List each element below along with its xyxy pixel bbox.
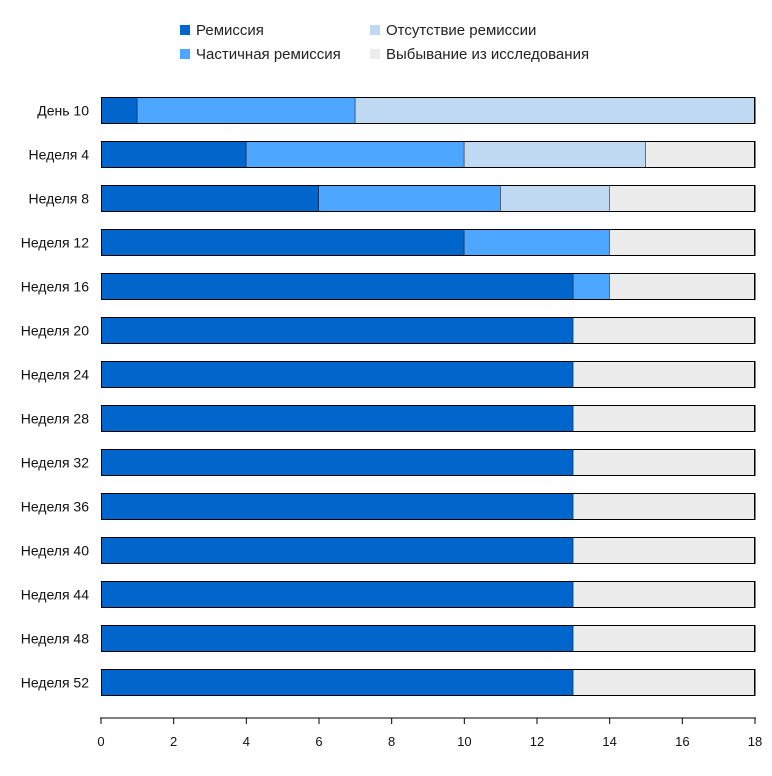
legend-swatch [370, 49, 380, 59]
category-label: День 10 [37, 103, 89, 119]
bar-segment [355, 97, 755, 124]
bar-outline [101, 185, 755, 212]
category-label: Неделя 24 [21, 367, 90, 383]
bars [101, 97, 756, 696]
bar-segment [464, 229, 610, 256]
bar-segment [101, 493, 574, 520]
bar-outline [101, 449, 755, 476]
x-tick-label: 0 [97, 734, 104, 749]
category-labels: День 10 Неделя 4 Неделя 8 Неделя 12 Неделя 1… [21, 103, 90, 691]
x-tick-label: 14 [602, 734, 616, 749]
x-tick-label: 12 [530, 734, 544, 749]
x-tick-label: 16 [675, 734, 689, 749]
bar-segment [573, 273, 610, 300]
bar-outline [101, 493, 755, 520]
category-label: Неделя 4 [28, 147, 89, 163]
category-label: Неделя 40 [21, 543, 90, 559]
bar-segment [101, 97, 138, 124]
bar-segment [137, 97, 356, 124]
bar-segment [101, 625, 574, 652]
bar-segment [319, 185, 501, 212]
bar-segment [573, 581, 755, 608]
legend-swatch [180, 25, 190, 35]
legend-label: Частичная ремиссия [196, 46, 341, 63]
x-tick-label: 6 [315, 734, 322, 749]
category-label: Неделя 52 [21, 675, 90, 691]
bar-outline [101, 229, 755, 256]
bar-segment [246, 141, 465, 168]
bar-segment [573, 669, 755, 696]
x-tick-label: 8 [388, 734, 395, 749]
category-label: Неделя 36 [21, 499, 90, 515]
bar-outline [101, 537, 755, 564]
bar-outline [101, 273, 755, 300]
bar-segment [573, 361, 755, 388]
bar-segment [101, 229, 465, 256]
bar-segment [101, 449, 574, 476]
x-tick-label: 18 [748, 734, 762, 749]
bar-segment [609, 229, 755, 256]
x-tick-label: 4 [243, 734, 250, 749]
bar-segment [646, 141, 755, 168]
legend-swatch [180, 49, 190, 59]
category-label: Неделя 48 [21, 631, 90, 647]
bar-segment [573, 405, 755, 432]
category-label: Неделя 12 [21, 235, 90, 251]
bar-outline [101, 317, 755, 344]
bar-segment [101, 185, 319, 212]
legend: Ремиссия Отсутствие ремиссии Частичная рем… [180, 22, 589, 63]
bar-segment [101, 537, 574, 564]
category-label: Неделя 28 [21, 411, 90, 427]
bar-segment [101, 361, 574, 388]
category-label: Неделя 8 [28, 191, 89, 207]
legend-swatch [370, 25, 380, 35]
bar-segment [573, 625, 755, 652]
bar-outline [101, 361, 755, 388]
legend-label: Ремиссия [196, 22, 264, 39]
legend-label: Выбывание из исследования [386, 46, 589, 63]
bar-segment [464, 141, 646, 168]
bar-segment [573, 537, 755, 564]
bar-outline [101, 625, 755, 652]
bar-outline [101, 669, 755, 696]
bar-outline [101, 97, 755, 124]
category-label: Неделя 16 [21, 279, 90, 295]
bar-outline [101, 141, 755, 168]
bar-segment [101, 405, 574, 432]
category-label: Неделя 32 [21, 455, 90, 471]
category-label: Неделя 20 [21, 323, 90, 339]
bar-segment [573, 317, 755, 344]
category-label: Неделя 44 [21, 587, 90, 603]
bar-segment [101, 141, 247, 168]
bar-segment [573, 493, 755, 520]
bar-segment [101, 581, 574, 608]
bar-outline [101, 581, 755, 608]
x-tick-label: 2 [170, 734, 177, 749]
bar-outline [101, 405, 755, 432]
bar-segment [101, 317, 574, 344]
bar-segment [609, 185, 755, 212]
legend-label: Отсутствие ремиссии [386, 22, 536, 39]
bar-segment [609, 273, 755, 300]
bar-segment [101, 669, 574, 696]
x-axis: 0 2 4 6 8 10 12 14 16 18 [97, 717, 762, 749]
bar-segment [500, 185, 610, 212]
bar-segment [101, 273, 574, 300]
x-tick-label: 10 [457, 734, 471, 749]
bar-segment [573, 449, 755, 476]
